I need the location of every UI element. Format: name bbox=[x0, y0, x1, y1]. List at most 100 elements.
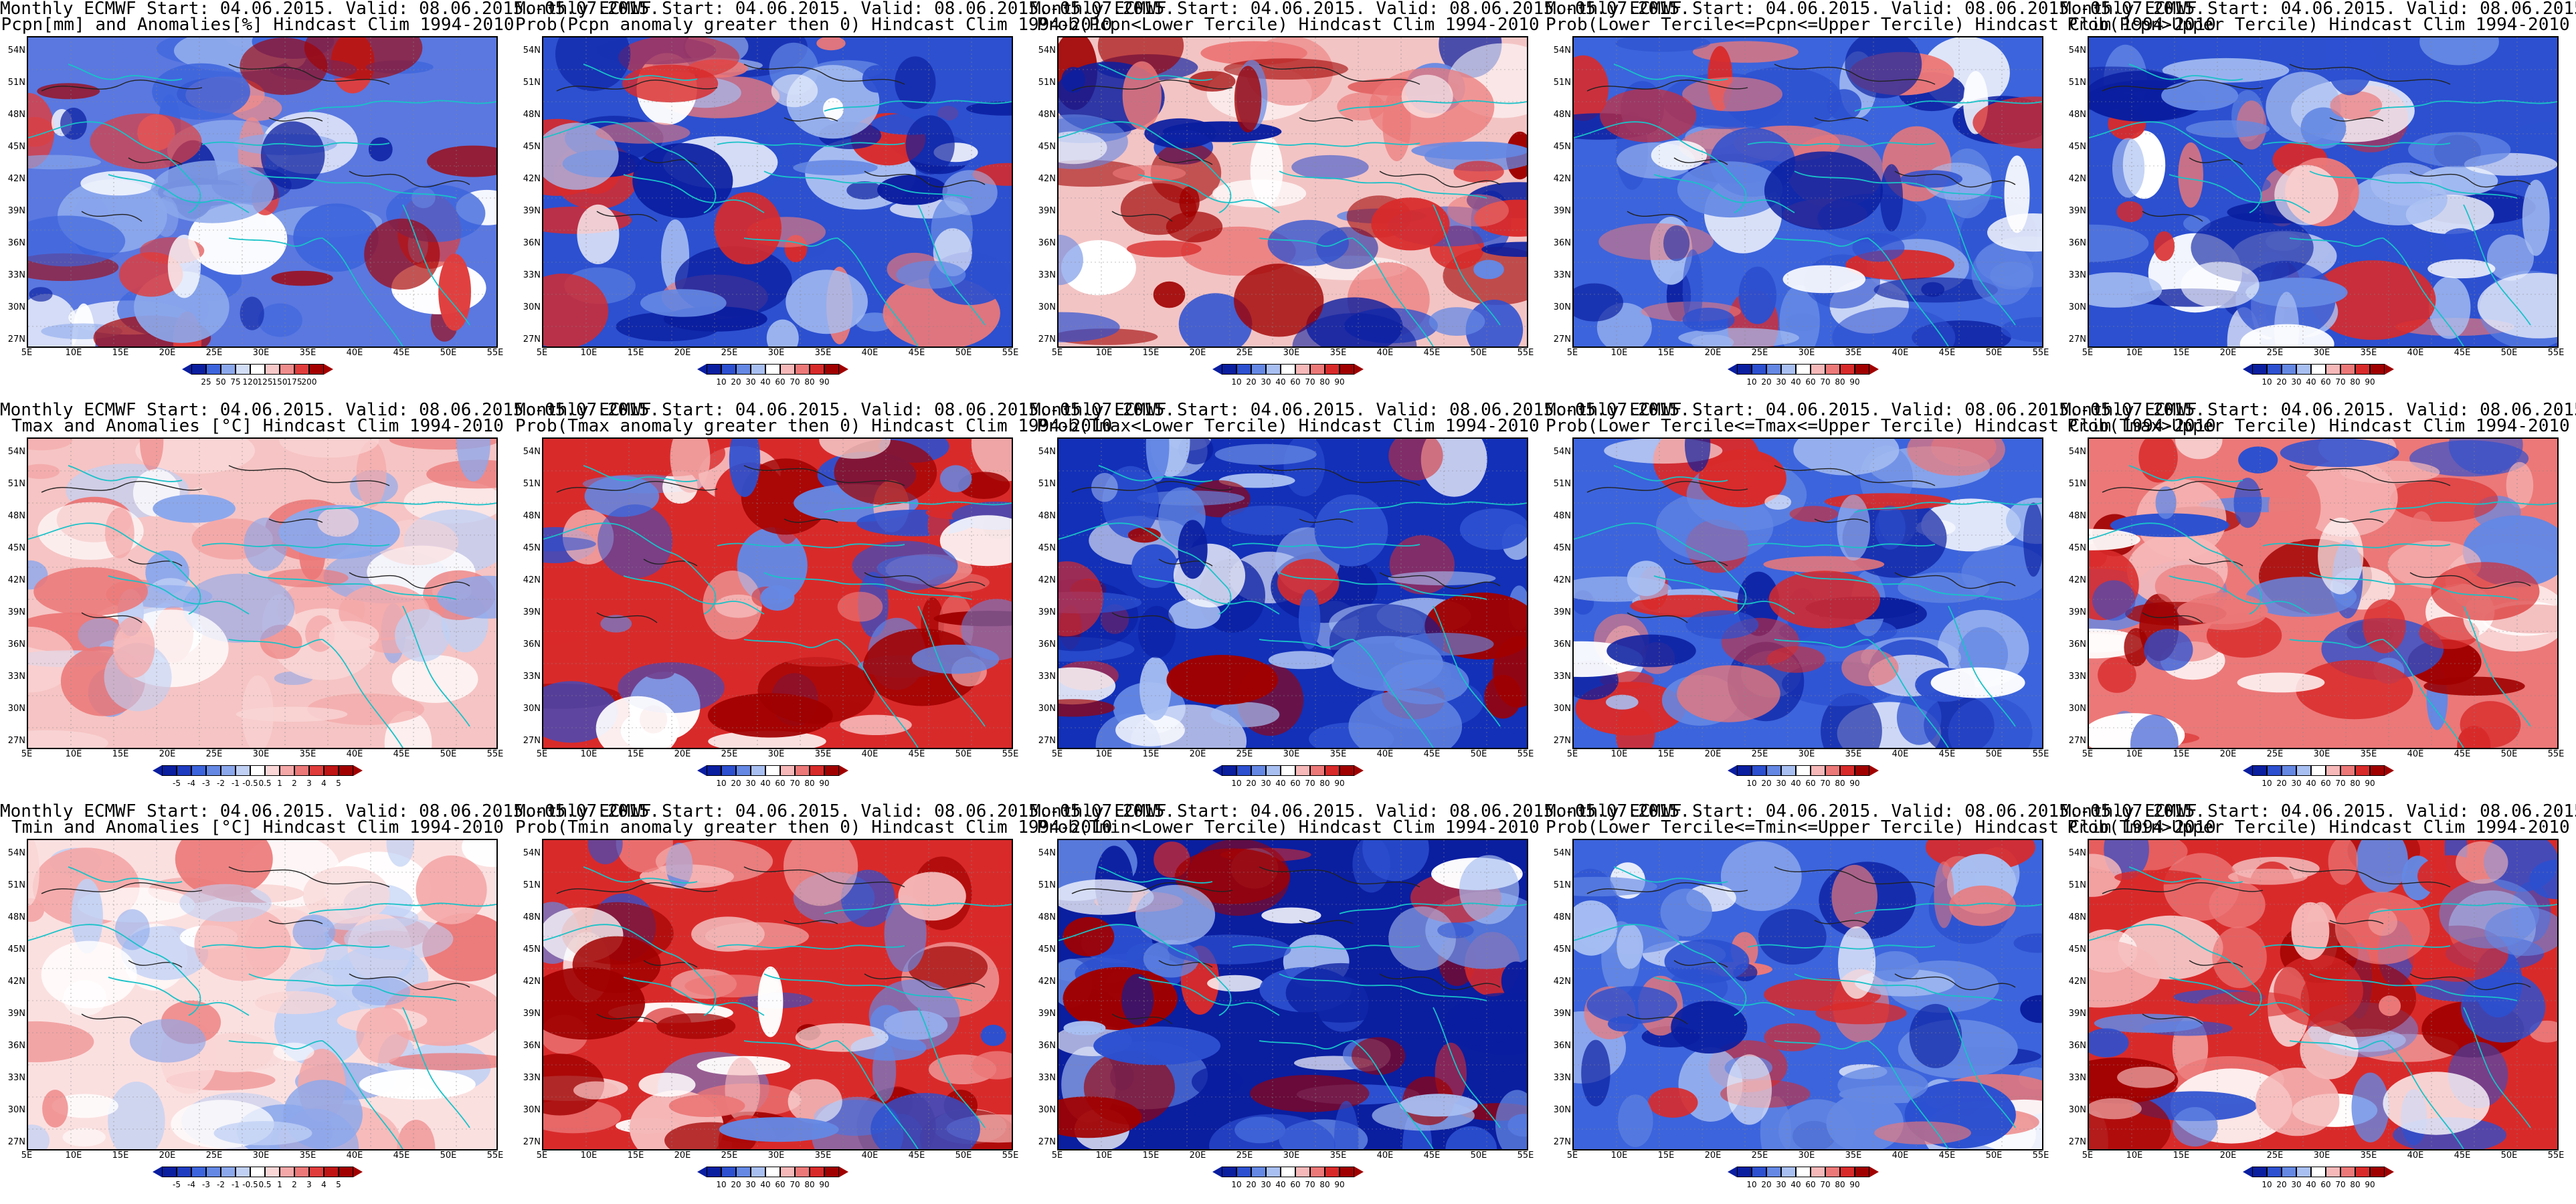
field-blob bbox=[966, 101, 1012, 116]
field-blob bbox=[2245, 278, 2348, 308]
field-blob bbox=[1682, 249, 1704, 329]
colorbar-segment bbox=[339, 765, 353, 776]
lon-axis: 5E 10E 15E 20E 25E 30E 35E 40E 45E 50E 55E bbox=[1052, 749, 1534, 760]
colorbar-segment bbox=[1281, 765, 1295, 776]
field-blob bbox=[1921, 282, 1945, 297]
lat-label: 36N bbox=[1038, 238, 1056, 248]
lon-label: 40E bbox=[1376, 749, 1394, 759]
field-blob bbox=[1764, 494, 1792, 510]
field-blob bbox=[2112, 138, 2145, 198]
colorbar-segment bbox=[780, 1167, 795, 1177]
field-blob bbox=[618, 37, 740, 80]
field-blob bbox=[668, 1094, 745, 1117]
colorbar-tick-label: 40 bbox=[2306, 377, 2316, 387]
lon-label: 45E bbox=[2454, 749, 2471, 759]
field-blob bbox=[2268, 472, 2321, 542]
field-blob bbox=[1444, 1018, 1513, 1045]
colorbar-segment bbox=[1752, 765, 1766, 776]
map-panel: Monthly ECMWF Start: 04.06.2015. Valid: … bbox=[0, 803, 660, 1204]
field-blob bbox=[1210, 702, 1280, 728]
lon-label: 50E bbox=[1470, 749, 1487, 759]
lat-label: 48N bbox=[2068, 511, 2086, 521]
field-blob bbox=[2255, 1068, 2340, 1136]
lon-axis: 5E 10E 15E 20E 25E 30E 35E 40E 45E 50E 55E bbox=[1567, 348, 2049, 359]
lon-label: 45E bbox=[908, 348, 925, 358]
colorbar-segment bbox=[1281, 364, 1295, 375]
field-blob bbox=[368, 137, 393, 162]
lon-label: 45E bbox=[393, 749, 410, 759]
contour-line bbox=[128, 960, 183, 968]
field-blob bbox=[1059, 879, 1154, 915]
lon-label: 55E bbox=[1517, 348, 1534, 358]
coastline bbox=[1774, 1040, 1869, 1049]
lat-label: 30N bbox=[7, 302, 25, 312]
lon-label: 15E bbox=[2173, 749, 2190, 759]
field-blob bbox=[356, 440, 387, 508]
field-blob bbox=[41, 940, 137, 1009]
lon-label: 10E bbox=[2126, 1150, 2143, 1161]
field-blob bbox=[71, 878, 103, 954]
field-blob bbox=[2175, 439, 2223, 460]
field-blob bbox=[2419, 616, 2480, 649]
coastline bbox=[1259, 1040, 1354, 1049]
colorbar-tick-label: 2 bbox=[292, 779, 297, 788]
coastline bbox=[108, 174, 250, 213]
field-blob bbox=[2023, 502, 2042, 577]
lat-label: 30N bbox=[2068, 704, 2086, 714]
colorbar-low-arrow bbox=[697, 364, 707, 375]
colorbar-segment bbox=[1340, 364, 1354, 375]
field-blob bbox=[2310, 260, 2436, 340]
lon-label: 50E bbox=[955, 1150, 972, 1161]
colorbar-high-arrow bbox=[353, 1167, 363, 1177]
colorbar bbox=[2243, 1167, 2394, 1177]
lat-label: 30N bbox=[7, 1105, 25, 1115]
field-blob bbox=[1768, 571, 1881, 629]
map-panel: Monthly ECMWF Start: 04.06.2015. Valid: … bbox=[0, 0, 660, 401]
colorbar-segment bbox=[1781, 364, 1796, 375]
lon-label: 50E bbox=[1985, 749, 2003, 759]
colorbar-segment bbox=[309, 364, 324, 375]
field-blob bbox=[2092, 580, 2136, 621]
field-blob bbox=[2522, 179, 2550, 256]
colorbar bbox=[1728, 1167, 1879, 1177]
colorbar-segment bbox=[1325, 1167, 1340, 1177]
coastline bbox=[917, 204, 986, 326]
field-blob bbox=[1738, 266, 1776, 324]
colorbar-segment bbox=[1737, 765, 1752, 776]
lon-label: 35E bbox=[1329, 749, 1347, 759]
colorbar-tick-label: 70 bbox=[1820, 377, 1831, 387]
field-blob bbox=[1166, 655, 1278, 705]
field-blob bbox=[961, 599, 1012, 661]
field-blob bbox=[1059, 131, 1107, 165]
lon-label: 35E bbox=[814, 348, 832, 358]
field-blob bbox=[1127, 527, 1161, 543]
lat-label: 39N bbox=[1038, 607, 1056, 617]
map-field bbox=[2089, 840, 2557, 1149]
lat-label: 36N bbox=[1553, 1041, 1571, 1051]
field-blob bbox=[2291, 902, 2330, 961]
colorbar-segment bbox=[1266, 765, 1281, 776]
field-blob bbox=[2089, 940, 2161, 1008]
colorbar-segment bbox=[206, 1167, 221, 1177]
lon-label: 10E bbox=[65, 348, 82, 358]
panel-title-line2: Prob(Tmax<Lower Tercile) Hindcast Clim 1… bbox=[1036, 416, 1540, 436]
colorbar-tick-label: 20 bbox=[1246, 377, 1257, 387]
lat-label: 45N bbox=[523, 944, 541, 955]
coastline bbox=[2169, 174, 2310, 213]
colorbar-tick-label: 80 bbox=[804, 1180, 815, 1189]
colorbar-low-arrow bbox=[153, 1167, 162, 1177]
map-panel: Monthly ECMWF Start: 04.06.2015. Valid: … bbox=[515, 803, 1175, 1204]
panel-title-line2: Prob(Lower Tercile<=Pcpn<=Upper Tercile)… bbox=[1546, 15, 2216, 35]
lon-label: 40E bbox=[1892, 348, 1909, 358]
coastline bbox=[228, 1040, 323, 1049]
colorbar-segment bbox=[1825, 1167, 1840, 1177]
field-blob bbox=[2220, 175, 2271, 194]
field-blob bbox=[543, 536, 596, 552]
lat-label: 45N bbox=[2068, 944, 2086, 955]
contour-line bbox=[2142, 1013, 2203, 1025]
coastline bbox=[1653, 977, 1795, 1016]
field-blob bbox=[1677, 665, 1780, 722]
map-panel: Monthly ECMWF Start: 04.06.2015. Valid: … bbox=[1546, 803, 2216, 1204]
lon-label: 50E bbox=[1985, 1150, 2003, 1161]
colorbar-tick-label: 10 bbox=[1746, 377, 1757, 387]
